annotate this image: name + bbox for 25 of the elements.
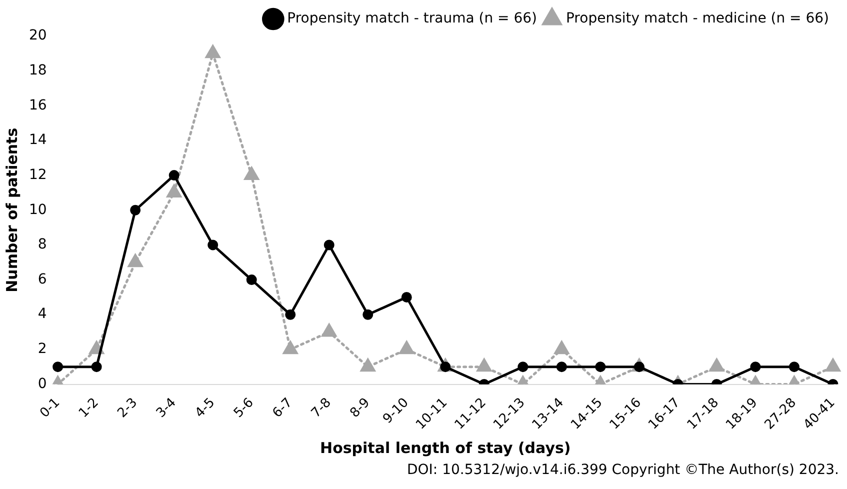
y-tick-label: 2 [38, 341, 47, 358]
y-tick-label: 14 [28, 132, 47, 148]
x-tick-label: 1-2 [76, 395, 102, 422]
x-tick-label: 5-6 [231, 395, 257, 422]
y-tick-label: 10 [28, 202, 47, 218]
y-tick-label: 0 [38, 376, 47, 392]
x-tick-label: 2-3 [114, 395, 141, 422]
y-tick-label: 8 [38, 236, 47, 253]
y-tick-label: 20 [28, 28, 47, 44]
x-tick-label: 4-5 [192, 395, 218, 422]
y-tick-label: 18 [28, 62, 47, 78]
x-tick-label: 8-9 [347, 395, 374, 422]
x-tick-label: 3-4 [154, 395, 180, 422]
legend-label: Propensity match - medicine (n = 66) [566, 10, 830, 27]
y-tick-label: 12 [28, 166, 47, 183]
y-axis-title: Number of patients [2, 128, 21, 292]
y-tick-label: 6 [38, 271, 47, 288]
legend-label: Propensity match - trauma (n = 66) [287, 10, 537, 27]
text: DOI: 10.5312/wjo.v14.i6.399 Copyright ©The Author(s) 2023. [406, 462, 840, 478]
x-tick-label: 6-7 [270, 395, 296, 422]
y-tick-label: 4 [38, 306, 47, 322]
y-tick-label: 16 [28, 97, 47, 114]
x-tick-label: 0-1 [37, 395, 64, 422]
x-tick-label: 7-8 [308, 395, 334, 422]
x-axis-title: Hospital length of stay (days) [320, 438, 571, 457]
